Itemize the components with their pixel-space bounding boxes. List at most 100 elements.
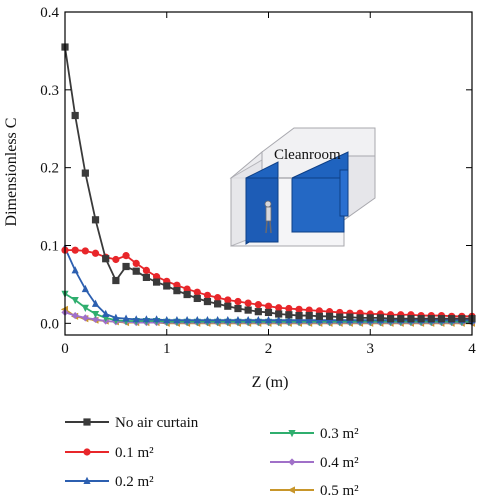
data-point bbox=[183, 290, 191, 299]
data-point bbox=[81, 247, 89, 255]
data-point bbox=[295, 305, 303, 313]
inset-label: Cleanroom bbox=[274, 147, 341, 163]
series-layer bbox=[60, 43, 476, 327]
data-point bbox=[132, 267, 140, 275]
y-tick-label: 0.1 bbox=[40, 238, 59, 254]
person-figure bbox=[264, 200, 272, 234]
data-point bbox=[437, 315, 446, 323]
data-point bbox=[336, 313, 344, 321]
cleanroom-inset-illustration: Cleanroom bbox=[229, 127, 376, 247]
legend-marker bbox=[83, 476, 91, 484]
data-point bbox=[285, 316, 293, 324]
data-point bbox=[325, 312, 334, 320]
data-point bbox=[305, 311, 313, 320]
legend-label: 0.3 m² bbox=[320, 426, 359, 442]
data-point bbox=[173, 281, 181, 289]
data-point bbox=[193, 316, 201, 324]
data-point bbox=[356, 314, 364, 322]
data-point bbox=[173, 287, 181, 295]
data-point bbox=[183, 285, 191, 293]
data-point bbox=[407, 315, 415, 323]
data-point bbox=[295, 316, 303, 324]
data-point bbox=[264, 302, 273, 310]
data-point bbox=[132, 315, 140, 323]
data-point bbox=[163, 282, 171, 290]
data-point bbox=[224, 302, 232, 310]
legend-label: 0.2 m² bbox=[115, 474, 154, 490]
data-point bbox=[112, 255, 120, 264]
data-point bbox=[91, 249, 100, 257]
legend-label: 0.5 m² bbox=[320, 483, 359, 499]
x-axis-title: Z (m) bbox=[252, 374, 289, 391]
data-point bbox=[132, 259, 140, 267]
legend-marker bbox=[288, 458, 296, 466]
legend-label: 0.4 m² bbox=[320, 455, 359, 471]
y-tick-label: 0.3 bbox=[40, 83, 59, 99]
legend-item-0: No air curtain bbox=[65, 415, 199, 431]
data-point bbox=[203, 297, 212, 306]
y-axis-title: Dimensionless C bbox=[3, 118, 20, 227]
data-point bbox=[224, 316, 232, 324]
data-point bbox=[152, 315, 161, 323]
data-point bbox=[305, 316, 313, 324]
data-point bbox=[163, 316, 171, 324]
data-point bbox=[254, 308, 262, 316]
data-point bbox=[387, 315, 395, 323]
data-point bbox=[102, 255, 110, 263]
data-point bbox=[203, 316, 212, 324]
data-point bbox=[275, 310, 283, 318]
data-point bbox=[91, 216, 100, 224]
legend-marker bbox=[287, 486, 295, 494]
data-point bbox=[376, 314, 385, 322]
data-point bbox=[234, 316, 242, 324]
data-point bbox=[71, 311, 79, 320]
data-point bbox=[81, 314, 89, 322]
data-point bbox=[275, 304, 283, 312]
data-point bbox=[203, 291, 212, 299]
data-point bbox=[305, 306, 313, 314]
legend-marker bbox=[288, 430, 296, 438]
y-tick-label: 0.2 bbox=[40, 161, 59, 177]
data-point bbox=[295, 311, 303, 320]
data-point bbox=[122, 314, 130, 322]
data-point bbox=[244, 306, 252, 314]
data-point bbox=[122, 252, 130, 260]
data-point bbox=[183, 316, 191, 324]
data-point bbox=[315, 307, 323, 315]
data-point bbox=[214, 300, 222, 308]
legend-marker bbox=[83, 448, 91, 456]
data-point bbox=[214, 316, 222, 324]
data-point bbox=[254, 301, 262, 309]
data-point bbox=[71, 111, 79, 120]
legend-item-4: 0.4 m² bbox=[270, 455, 359, 471]
data-point bbox=[417, 315, 425, 323]
data-point bbox=[366, 314, 374, 322]
data-point bbox=[81, 169, 89, 177]
x-tick-label: 3 bbox=[367, 341, 375, 357]
data-point bbox=[214, 294, 222, 302]
data-point bbox=[448, 315, 456, 323]
data-point bbox=[81, 284, 89, 293]
data-point bbox=[71, 296, 79, 305]
axes-layer: 0 1 2 3 4 0.0 0.1 0.2 0.3 0.4 bbox=[40, 5, 476, 357]
data-point bbox=[71, 246, 79, 254]
data-point bbox=[224, 296, 232, 304]
data-point bbox=[173, 316, 181, 324]
legend-item-5: 0.5 m² bbox=[270, 483, 359, 499]
legend: No air curtain 0.1 m² 0.2 m² 0.3 m² 0.4 m² 0.… bbox=[65, 415, 359, 499]
data-point bbox=[244, 316, 252, 324]
data-point bbox=[91, 299, 100, 307]
data-point bbox=[254, 316, 262, 324]
legend-label: 0.1 m² bbox=[115, 445, 154, 461]
data-point bbox=[427, 315, 435, 323]
legend-marker bbox=[83, 418, 91, 426]
data-point bbox=[71, 266, 79, 274]
data-point bbox=[264, 316, 273, 324]
data-point bbox=[91, 310, 100, 319]
legend-item-3: 0.3 m² bbox=[270, 426, 359, 442]
x-tick-label: 0 bbox=[61, 341, 69, 357]
data-point bbox=[112, 313, 120, 321]
data-point bbox=[234, 304, 242, 313]
data-point bbox=[193, 288, 201, 296]
